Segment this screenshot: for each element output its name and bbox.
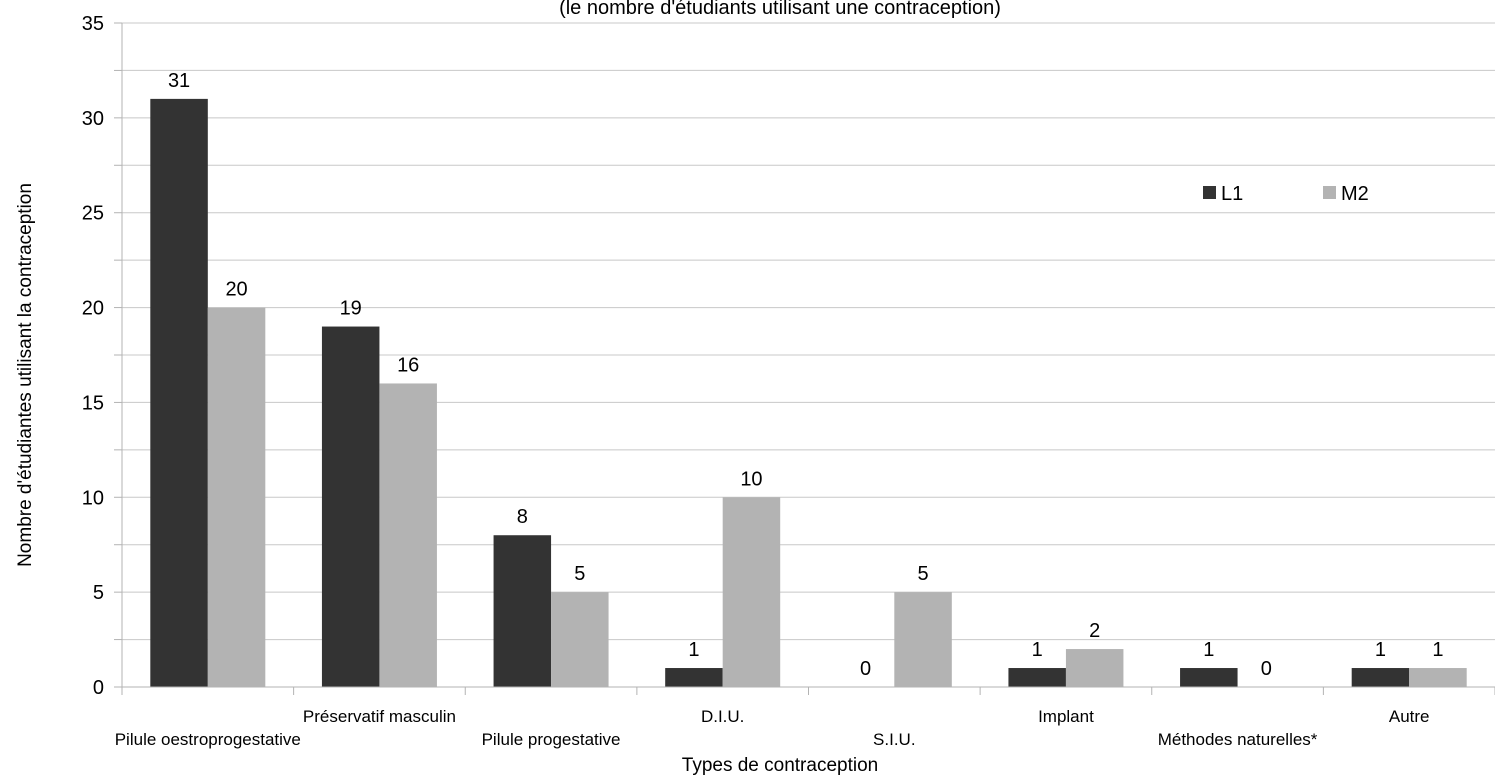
data-label: 10 (740, 468, 762, 490)
data-label: 1 (1203, 639, 1214, 661)
chart-title: (le nombre d'étudiants utilisant une con… (559, 0, 1001, 19)
legend-label-m2: M2 (1341, 183, 1369, 205)
y-tick-label: 30 (82, 108, 104, 130)
bar-l1 (1351, 668, 1410, 687)
data-label: 1 (1375, 639, 1386, 661)
data-label: 31 (168, 70, 190, 92)
axes (114, 22, 1495, 695)
x-tick-label: D.I.U. (701, 707, 744, 726)
y-tick-label: 10 (82, 487, 104, 509)
y-tick-label: 5 (93, 582, 104, 604)
data-label: 8 (517, 506, 528, 528)
y-axis-title: Nombre d'étudiantes utilisant la contrac… (15, 183, 36, 567)
y-tick-label: 0 (93, 677, 104, 699)
bar-m2 (1409, 668, 1467, 687)
legend: L1 M2 (1203, 183, 1369, 205)
x-tick-label: Préservatif masculin (303, 707, 456, 726)
data-label: 19 (340, 298, 362, 320)
bar-m2 (722, 497, 781, 687)
bar-m2 (207, 307, 266, 687)
bar-m2 (551, 592, 609, 687)
bar-m2 (379, 383, 437, 687)
x-tick-label: S.I.U. (873, 730, 916, 749)
bar-l1 (150, 98, 208, 687)
data-label: 2 (1089, 620, 1100, 642)
bar-l1 (1008, 668, 1066, 687)
data-label: 5 (918, 563, 929, 585)
x-tick-label: Autre (1389, 707, 1430, 726)
data-label: 1 (1032, 639, 1043, 661)
x-tick-label: Implant (1038, 707, 1094, 726)
bar-l1 (321, 326, 380, 687)
bar-l1 (1180, 668, 1238, 687)
y-tick-label: 25 (82, 203, 104, 225)
data-label: 20 (225, 279, 247, 301)
data-label: 16 (397, 354, 419, 376)
x-tick-label: Pilule oestroprogestative (115, 730, 301, 749)
bars (150, 98, 1467, 687)
bar-l1 (493, 535, 552, 687)
x-tick-label: Pilule progestative (482, 730, 621, 749)
legend-swatch-l1 (1203, 186, 1216, 199)
data-label: 1 (1432, 639, 1443, 661)
y-tick-label: 35 (82, 13, 104, 35)
data-label: 0 (860, 658, 871, 680)
data-label: 1 (688, 639, 699, 661)
legend-label-l1: L1 (1221, 183, 1243, 205)
data-label: 5 (574, 563, 585, 585)
y-tick-label: 15 (82, 392, 104, 414)
bar-m2 (1065, 649, 1124, 687)
data-label: 0 (1261, 658, 1272, 680)
x-tick-label: Méthodes naturelles* (1158, 730, 1318, 749)
bar-l1 (665, 668, 723, 687)
x-axis-title: Types de contraception (682, 755, 878, 775)
y-tick-label: 20 (82, 298, 104, 320)
legend-swatch-m2 (1323, 186, 1336, 199)
bar-m2 (894, 592, 952, 687)
